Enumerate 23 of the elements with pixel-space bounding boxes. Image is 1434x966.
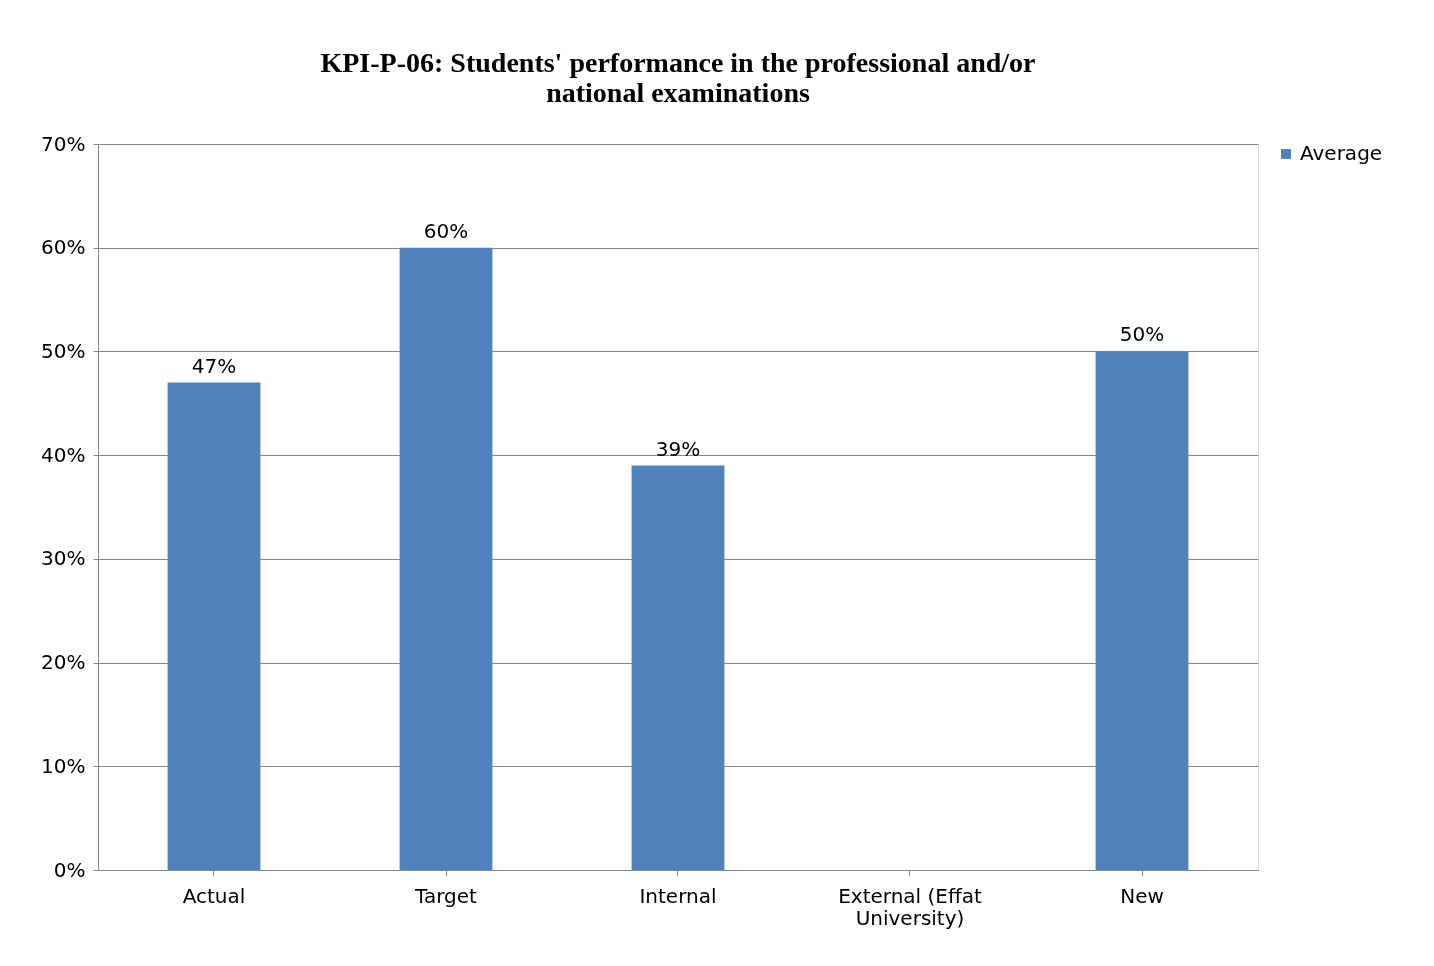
bar	[631, 465, 725, 870]
x-tick-label: New	[1120, 883, 1164, 908]
y-tick-label: 60%	[41, 235, 86, 260]
y-tick-label: 30%	[41, 546, 86, 571]
x-tick-label: Actual	[182, 883, 246, 908]
data-label: 50%	[1119, 322, 1165, 347]
x-tick-label: External (Effat University)	[838, 883, 982, 930]
bar	[399, 247, 493, 870]
y-tick-label: 70%	[41, 131, 86, 156]
x-tick-label: Target	[414, 883, 478, 908]
bar	[1095, 351, 1189, 870]
chart-title: KPI-P-06: Students' performance in the professional and/or national examinations	[320, 47, 1036, 108]
x-tick-label: Internal	[639, 883, 717, 908]
y-tick-label: 40%	[41, 442, 86, 467]
y-tick-label: 20%	[41, 650, 86, 675]
data-label: 60%	[423, 218, 469, 243]
y-tick-label: 10%	[41, 753, 86, 778]
y-tick-label: 0%	[53, 857, 86, 882]
legend-label: Average	[1300, 141, 1383, 165]
data-label: 39%	[655, 436, 701, 461]
bar	[167, 382, 261, 870]
y-tick-label: 50%	[41, 338, 86, 363]
data-label: 47%	[191, 353, 237, 378]
